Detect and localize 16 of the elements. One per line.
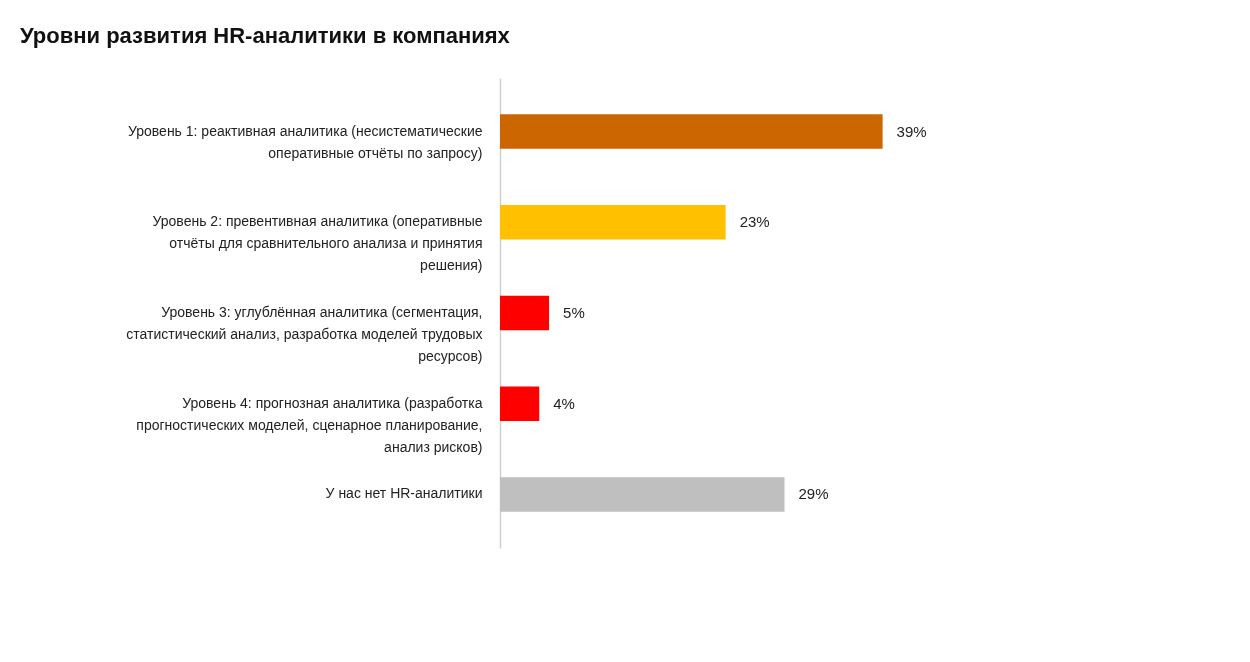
y-tick-label: Уровень 4: прогнозная аналитика (разработка прогностических моделей, сценарное планирование, анализ рисков) bbox=[136, 394, 483, 455]
data-label: 5% bbox=[563, 304, 585, 321]
text: Уровни развития HR-аналитики в компаниях bbox=[20, 23, 511, 48]
y-tick-label: Уровень 1: реактивная аналитика (несистематические оперативные отчёты по запросу) bbox=[127, 122, 483, 161]
data-label: 29% bbox=[798, 485, 829, 503]
bar bbox=[500, 205, 726, 240]
bar bbox=[500, 477, 785, 512]
bar bbox=[500, 386, 540, 421]
data-label: 39% bbox=[896, 122, 927, 140]
y-tick-label: У нас нет HR-аналитики bbox=[325, 485, 483, 502]
y-tick-label: Уровень 3: углублённая аналитика (сегментация, статистический анализ, разработка моделей трудовых ресурсов) bbox=[126, 304, 483, 364]
data-label: 4% bbox=[553, 394, 575, 412]
bar bbox=[500, 295, 550, 331]
data-label: 23% bbox=[739, 213, 770, 231]
y-tick-label: Уровень 2: превентивная аналитика (оперативные отчёты для сравнительного анализа и принятия решения) bbox=[152, 213, 483, 274]
bar bbox=[500, 114, 883, 149]
